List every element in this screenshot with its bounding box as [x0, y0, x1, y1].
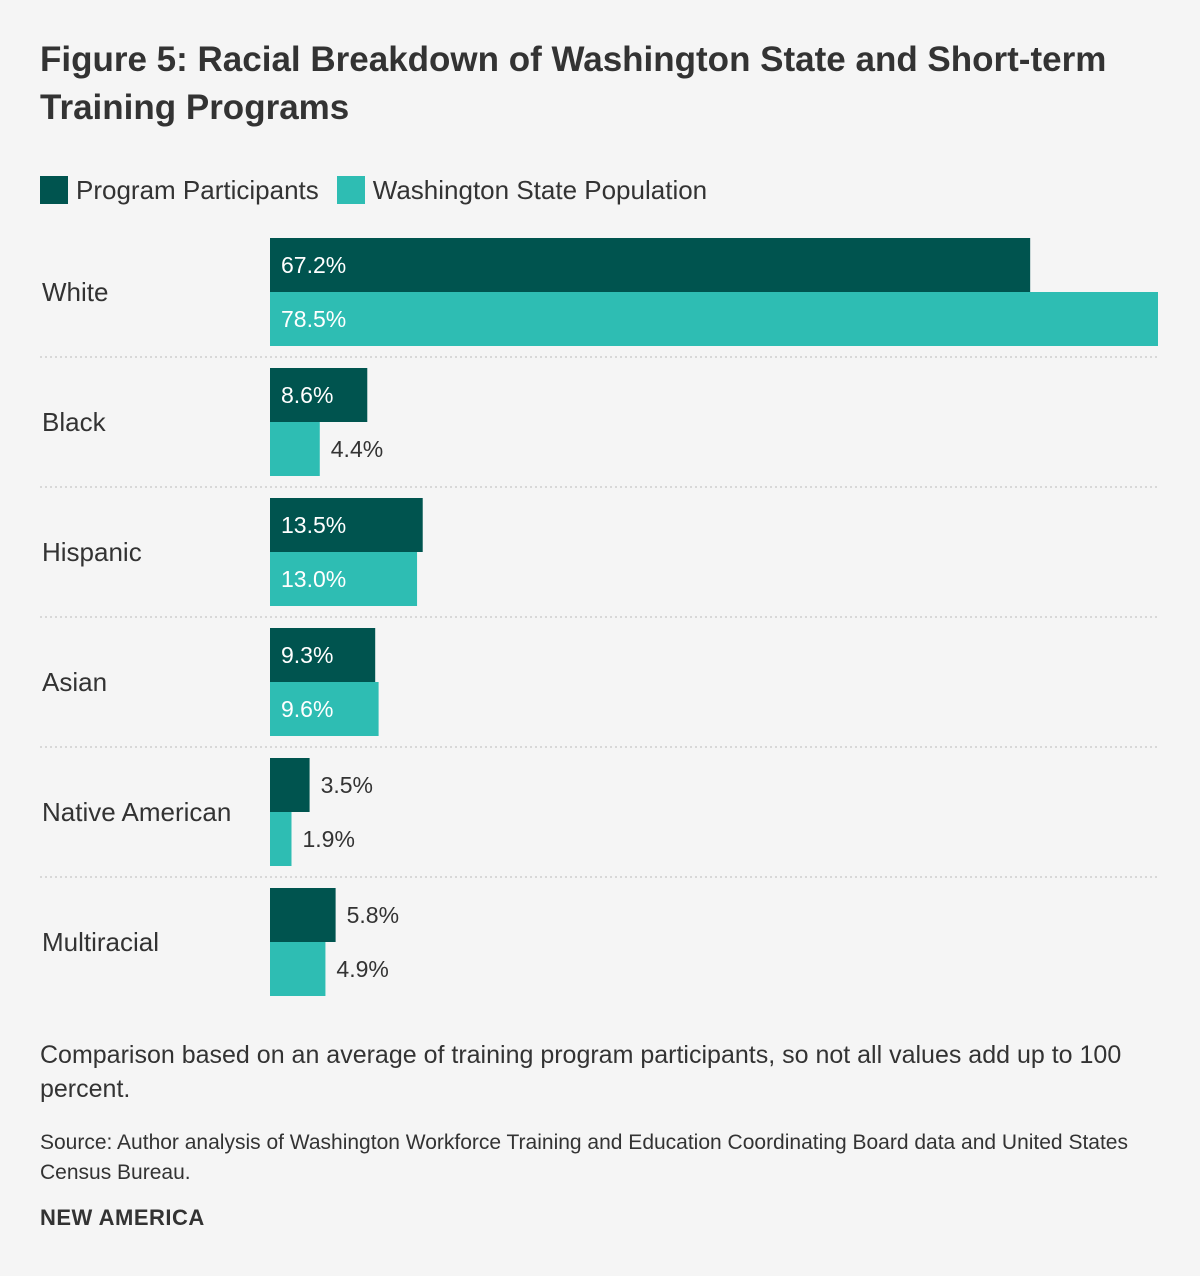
chart-source: Source: Author analysis of Washington Wo… — [40, 1131, 1128, 1184]
chart-note: Comparison based on an average of traini… — [40, 1041, 1122, 1103]
value-label-program-participants-black: 8.6% — [281, 382, 333, 408]
bar-washington-state-population-white — [270, 292, 1158, 346]
value-label-program-participants-multiracial: 5.8% — [347, 902, 399, 928]
bar-washington-state-population-black — [270, 422, 320, 476]
legend-item-population: Washington State Population — [336, 174, 708, 206]
category-label-native-american: Native American — [42, 797, 231, 827]
value-label-washington-state-population-white: 78.5% — [281, 306, 346, 332]
bar-program-participants-native-american — [270, 758, 310, 812]
category-label-asian: Asian — [42, 667, 107, 697]
legend-label-population: Washington State Population — [372, 174, 708, 205]
bar-program-participants-asian — [270, 628, 376, 682]
bar-program-participants-black — [270, 368, 368, 422]
bar-chart: White 67.2% 78.5% Black 8.6% 4.4% Hispanic 13.5… — [40, 238, 1158, 996]
value-label-program-participants-hispanic: 13.5% — [281, 512, 346, 538]
chart-title: Figure 5: Racial Breakdown of Washington… — [40, 40, 1107, 127]
value-label-program-participants-native-american: 3.5% — [321, 772, 373, 798]
value-label-washington-state-population-black: 4.4% — [331, 436, 383, 462]
category-label-black: Black — [42, 407, 107, 437]
category-label-hispanic: Hispanic — [42, 537, 142, 567]
value-label-washington-state-population-asian: 9.6% — [281, 696, 333, 722]
bar-program-participants-hispanic — [270, 498, 423, 552]
value-label-washington-state-population-native-american: 1.9% — [302, 826, 354, 852]
legend-label-participants: Program Participants — [76, 174, 319, 205]
bar-washington-state-population-multiracial — [270, 942, 326, 996]
bar-washington-state-population-asian — [270, 682, 379, 736]
bar-washington-state-population-native-american — [270, 812, 292, 866]
value-label-washington-state-population-hispanic: 13.0% — [281, 566, 346, 592]
legend: Program Participants Washington State Po… — [40, 170, 725, 210]
value-label-washington-state-population-multiracial: 4.9% — [336, 956, 388, 982]
brand-logo-text: NEW AMERICA — [40, 1205, 205, 1230]
value-label-program-participants-asian: 9.3% — [281, 642, 333, 668]
value-label-program-participants-white: 67.2% — [281, 252, 346, 278]
bar-program-participants-white — [270, 238, 1031, 292]
bar-program-participants-multiracial — [270, 888, 336, 942]
legend-item-participants: Program Participants — [40, 175, 319, 206]
category-label-white: White — [42, 277, 108, 307]
bar-washington-state-population-hispanic — [270, 552, 418, 606]
legend-swatch-participants — [40, 176, 68, 204]
legend-swatch-population — [336, 176, 365, 204]
category-label-multiracial: Multiracial — [42, 927, 159, 957]
